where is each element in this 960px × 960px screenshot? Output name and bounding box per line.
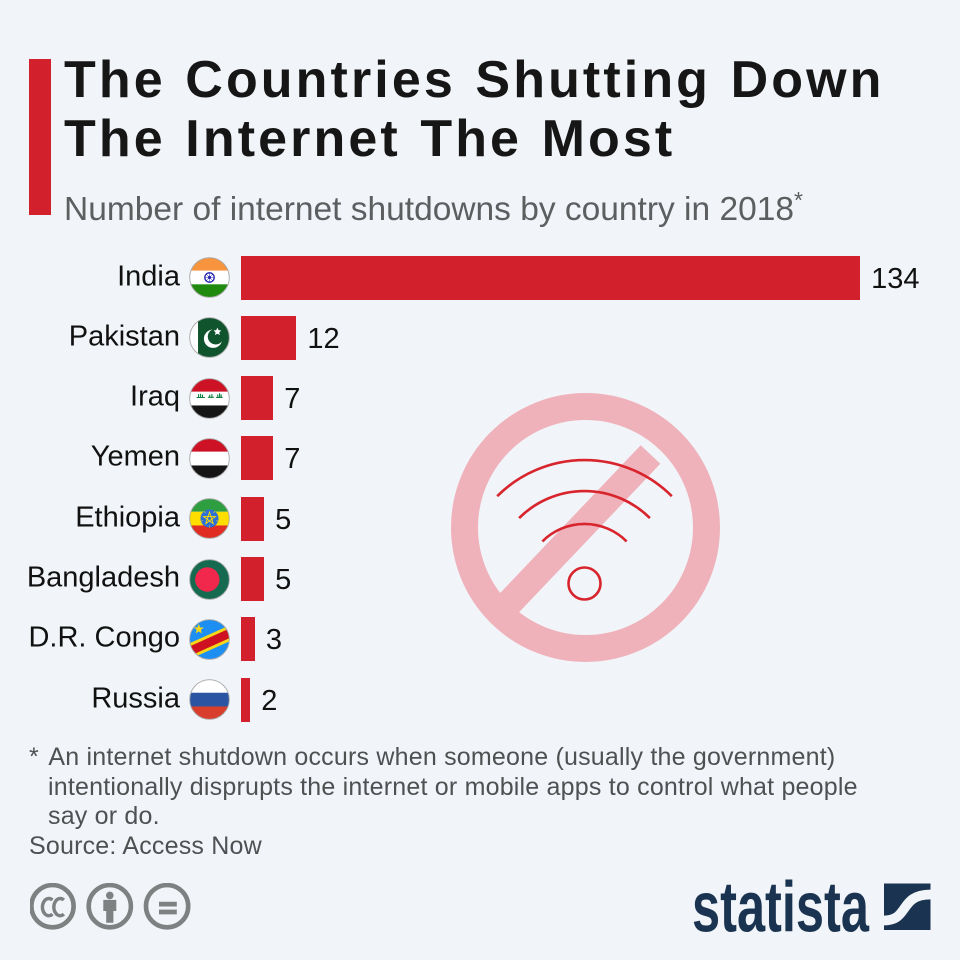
svg-text:statista: statista: [692, 868, 869, 938]
